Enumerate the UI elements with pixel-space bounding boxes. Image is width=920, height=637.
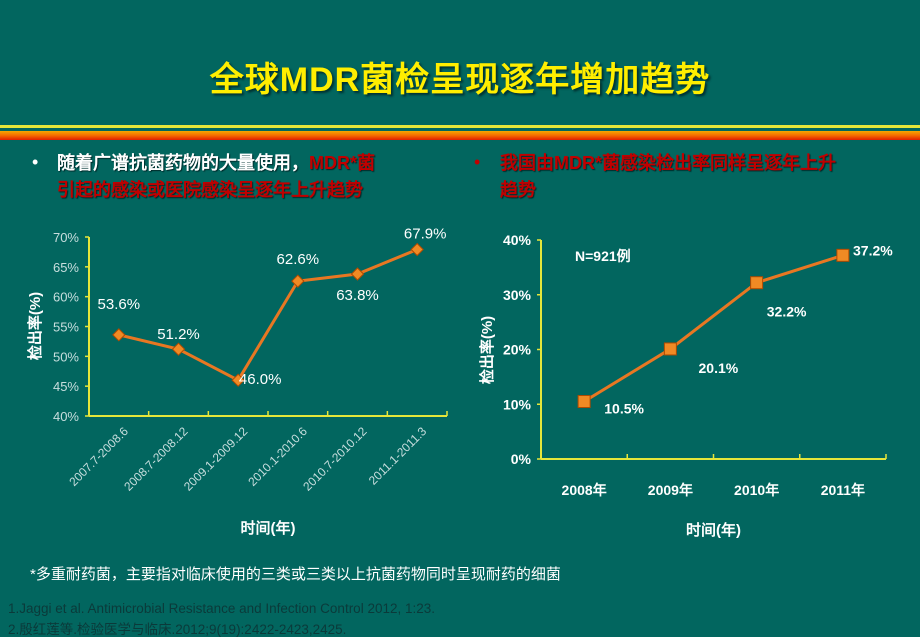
bullet-left-red1: MDR*菌 xyxy=(309,153,375,173)
bullet-right-red1: 我国由MDR*菌感染检出率同样呈逐年上升 xyxy=(500,153,836,173)
chart-0-y-tick-label: 65% xyxy=(53,260,79,275)
slide-title: 全球MDR菌检呈现逐年增加趋势 xyxy=(209,61,711,99)
chart-0-y-tick-label: 40% xyxy=(53,409,79,424)
bullet-left: 随着广谱抗菌药物的大量使用，MDR*菌 引起的感染或医院感染呈逐年上升趋势 xyxy=(57,150,457,204)
chart-0-y-tick-label: 60% xyxy=(53,290,79,305)
chart-0-y-tick-label: 70% xyxy=(53,230,79,245)
chart-1-data-point xyxy=(663,342,677,356)
bullet-right: 我国由MDR*菌感染检出率同样呈逐年上升 趋势 xyxy=(500,150,900,204)
chart-1-y-tick-label: 30% xyxy=(503,287,532,303)
chart-1-y-tick-label: 40% xyxy=(503,232,532,248)
chart-1-y-tick-label: 20% xyxy=(503,342,532,358)
chart-1-annotation: N=921例 xyxy=(575,248,631,264)
divider-yellow xyxy=(0,125,920,128)
chart-1-y-tick-label: 0% xyxy=(511,451,532,467)
bullet-marker: • xyxy=(32,152,39,172)
chart-0-x-tick-label: 2010.1-2010.6 xyxy=(245,424,310,489)
chart-1-data-point xyxy=(750,276,764,290)
reference-2: 2.殷红莲等.检验医学与临床.2012;9(19):2422-2423,2425… xyxy=(8,622,347,637)
chart-0-data-label: 53.6% xyxy=(98,296,141,313)
chart-1-data-label: 32.2% xyxy=(767,304,807,320)
chart-1-data-label: 10.5% xyxy=(604,401,644,417)
bullet-marker: • xyxy=(474,152,481,172)
chart-0-x-tick-label: 2010.7-2010.12 xyxy=(300,424,370,494)
chart-0-y-tick-label: 55% xyxy=(53,320,79,335)
divider-orange xyxy=(0,131,920,140)
chart-0-data-point xyxy=(350,267,365,281)
bullet-left-red2: 引起的感染或医院感染呈逐年上升趋势 xyxy=(57,180,363,200)
chart-0-x-axis-title: 时间(年) xyxy=(241,519,296,537)
chart-0-series-line xyxy=(118,248,418,383)
chart-0-data-label: 46.0% xyxy=(239,371,282,388)
bullet-right-red2: 趋势 xyxy=(500,180,536,200)
chart-0-x-tick-label: 2011.1-2011.3 xyxy=(366,424,430,488)
reference-1: 1.Jaggi et al. Antimicrobial Resistance … xyxy=(8,601,436,616)
chart-0-data-point xyxy=(410,242,424,257)
chart-1-x-axis-title: 时间(年) xyxy=(686,521,741,539)
chart-1-x-tick-label: 2010年 xyxy=(734,482,779,498)
chart-1-data-label: 37.2% xyxy=(853,242,893,258)
chart-0-y-tick-label: 45% xyxy=(53,379,79,394)
chart-0-x-tick-label: 2009.1-2009.12 xyxy=(181,424,251,494)
chart-1-series-line xyxy=(583,253,844,403)
chart-0-data-point xyxy=(231,373,245,387)
chart-0-data-label: 62.6% xyxy=(277,251,320,268)
chart-1-x-tick-label: 2009年 xyxy=(648,482,693,498)
bullet-left-white: 随着广谱抗菌药物的大量使用， xyxy=(57,153,309,173)
chart-1-y-axis-title: 检出率(%) xyxy=(478,316,496,384)
chart-0-data-point xyxy=(291,274,305,288)
chart-0-data-point xyxy=(171,342,186,356)
chart-0-data-label: 67.9% xyxy=(404,226,447,243)
chart-1-data-point xyxy=(577,395,591,409)
footnote: *多重耐药菌，主要指对临床使用的三类或三类以上抗菌药物同时呈现耐药的细菌 xyxy=(30,566,561,583)
chart-1-data-point xyxy=(836,248,850,262)
chart-0-x-tick-label: 2007.7-2008.6 xyxy=(66,424,131,489)
chart-1-data-label: 20.1% xyxy=(699,360,739,376)
chart-0-y-axis-title: 检出率(%) xyxy=(26,292,44,360)
chart-1-x-tick-label: 2008年 xyxy=(562,482,607,498)
chart-1-y-tick-label: 10% xyxy=(503,396,532,412)
chart-0-data-point xyxy=(112,328,126,342)
chart-0-y-tick-label: 50% xyxy=(53,349,79,364)
chart-1-x-tick-label: 2011年 xyxy=(821,482,865,498)
chart-0-data-label: 51.2% xyxy=(157,326,200,343)
chart-0-data-label: 63.8% xyxy=(336,287,379,304)
